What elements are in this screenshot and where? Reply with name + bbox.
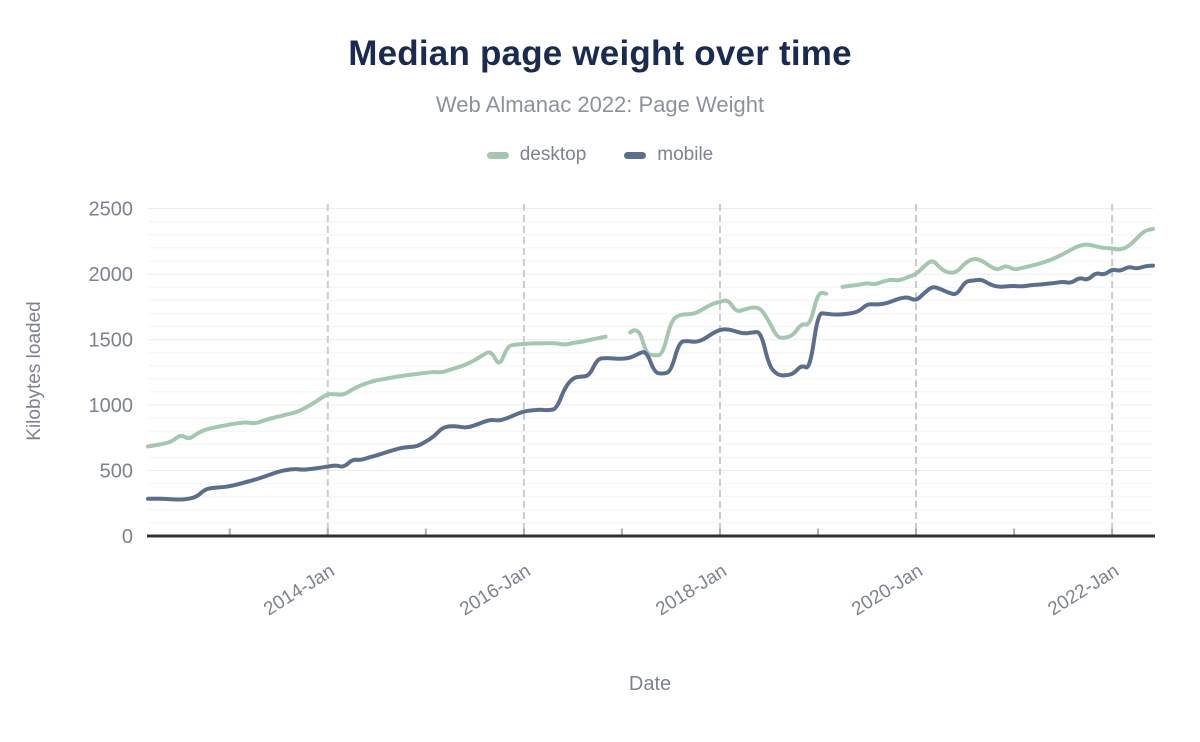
data-series	[146, 226, 1155, 502]
mobile-swatch-icon	[624, 151, 647, 159]
desktop-swatch-icon	[486, 151, 509, 159]
y-tick-label-500: 500	[100, 461, 133, 483]
legend-label-mobile: mobile	[657, 144, 714, 165]
x-tick-label-2014-Jan: 2014-Jan	[260, 560, 338, 620]
x-tick-label-2018-Jan: 2018-Jan	[652, 560, 730, 620]
year-tick-marks	[228, 528, 1114, 536]
x-axis-title: Date	[629, 673, 671, 695]
x-tick-label-2020-Jan: 2020-Jan	[848, 560, 926, 620]
y-tick-label-2000: 2000	[89, 264, 134, 286]
y-tick-label-0: 0	[122, 526, 133, 548]
x-axis-tick-labels: 2014-Jan 2016-Jan 2018-Jan 2020-Jan 2022-Jan	[260, 560, 1123, 620]
y-axis-tick-labels: 0 500 1000 1500 2000 2500	[89, 199, 134, 548]
chart-legend: desktop mobile	[0, 144, 1200, 166]
legend-label-desktop: desktop	[519, 144, 587, 165]
x-tick-label-2022-Jan: 2022-Jan	[1044, 560, 1122, 620]
desktop-line	[146, 226, 1155, 449]
y-tick-label-1500: 1500	[89, 330, 134, 352]
mobile-line	[146, 263, 1155, 502]
chart-title: Median page weight over time	[348, 34, 852, 73]
chart-subtitle: Web Almanac 2022: Page Weight	[435, 92, 765, 117]
x-tick-label-2016-Jan: 2016-Jan	[456, 560, 534, 620]
y-axis-title: Kilobytes loaded	[24, 301, 45, 440]
legend-item-mobile: mobile	[624, 144, 713, 166]
y-tick-label-1000: 1000	[89, 395, 134, 417]
horizontal-gridlines	[148, 208, 1153, 524]
legend-item-desktop: desktop	[486, 144, 587, 166]
y-tick-label-2500: 2500	[89, 199, 134, 221]
